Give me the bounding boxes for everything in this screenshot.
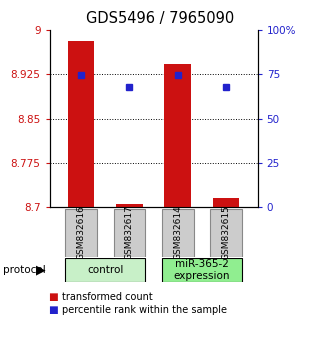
Bar (213, 198, 239, 207)
Bar (164, 64, 191, 207)
Text: ■: ■ (48, 292, 58, 302)
Text: protocol: protocol (3, 265, 46, 275)
Text: GSM832616: GSM832616 (76, 205, 85, 260)
Bar (162, 209, 194, 257)
Text: percentile rank within the sample: percentile rank within the sample (62, 305, 228, 315)
Text: GSM832614: GSM832614 (173, 205, 182, 260)
Text: GDS5496 / 7965090: GDS5496 / 7965090 (86, 11, 234, 26)
Bar (116, 204, 143, 207)
Bar (65, 258, 145, 282)
Text: ■: ■ (48, 305, 58, 315)
Bar (65, 209, 97, 257)
Text: ▶: ▶ (36, 263, 46, 276)
Bar (211, 209, 242, 257)
Text: miR-365-2
expression: miR-365-2 expression (174, 259, 230, 281)
Bar (68, 41, 94, 207)
Text: control: control (87, 265, 124, 275)
Text: GSM832617: GSM832617 (125, 205, 134, 260)
Bar (114, 209, 145, 257)
Text: GSM832615: GSM832615 (222, 205, 231, 260)
Text: transformed count: transformed count (62, 292, 153, 302)
Bar (162, 258, 242, 282)
